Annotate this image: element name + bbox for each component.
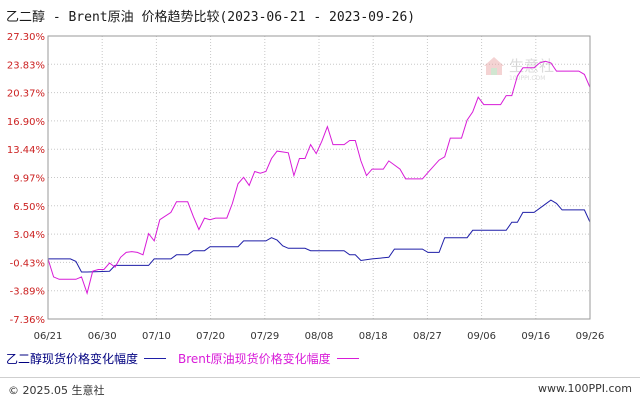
watermark-house-icon — [484, 57, 504, 75]
x-tick-label: 07/20 — [196, 331, 225, 342]
series-line-2 — [47, 60, 591, 295]
x-tick-label: 09/26 — [576, 331, 605, 342]
legend-label-series-1: 乙二醇现货价格变化幅度 — [6, 352, 139, 366]
legend: 乙二醇现货价格变化幅度 Brent原油现货价格变化幅度 — [6, 350, 365, 367]
watermark-subtext: 100PPI.COM — [509, 75, 545, 82]
legend-label-series-2: Brent原油现货价格变化幅度 — [178, 352, 331, 366]
footer: © 2025.05 生意社 www.100PPI.com — [0, 377, 640, 401]
watermark-logo: 生意社 100PPI.COM — [484, 57, 554, 82]
y-tick-label: -7.36% — [10, 315, 45, 326]
watermark-house-door — [491, 68, 497, 75]
x-tick-label: 09/06 — [467, 331, 496, 342]
chart-title: 乙二醇 - Brent原油 价格趋势比较(2023-06-21 - 2023-0… — [6, 10, 416, 25]
y-tick-label: 9.97% — [13, 174, 45, 185]
y-axis-ticks: 27.30% 23.83% 20.37% 16.90% 13.44% 9.97% 6.50%… — [7, 32, 45, 326]
watermark-text: 生意社 — [509, 57, 554, 75]
y-tick-label: 23.83% — [7, 60, 45, 71]
x-tick-label: 08/18 — [359, 331, 388, 342]
y-tick-label: 13.44% — [7, 145, 45, 156]
y-tick-label: -0.43% — [10, 258, 45, 269]
legend-swatch-series-1 — [144, 358, 167, 359]
x-tick-label: 07/10 — [142, 331, 171, 342]
x-tick-label: 06/21 — [34, 331, 63, 342]
x-tick-label: 09/16 — [521, 331, 550, 342]
x-tick-label: 08/08 — [305, 331, 334, 342]
plot-border — [47, 35, 591, 320]
footer-site-link[interactable]: www.100PPI.com — [538, 382, 632, 395]
y-tick-label: -3.89% — [10, 287, 45, 298]
series-lines — [47, 60, 591, 295]
x-axis-ticks: 06/21 06/30 07/10 07/20 07/29 08/08 08/18 08/27… — [34, 331, 605, 342]
y-tick-label: 6.50% — [13, 202, 45, 213]
legend-swatch-series-2 — [336, 358, 359, 359]
x-tick-label: 07/29 — [250, 331, 279, 342]
x-tick-label: 06/30 — [88, 331, 117, 342]
y-tick-label: 27.30% — [7, 32, 45, 43]
series-line-1 — [48, 199, 591, 273]
y-tick-label: 3.04% — [13, 230, 45, 241]
y-tick-label: 20.37% — [7, 89, 45, 100]
footer-copyright: © 2025.05 生意社 — [8, 384, 105, 397]
y-tick-label: 16.90% — [7, 117, 45, 128]
x-tick-label: 08/27 — [413, 331, 442, 342]
